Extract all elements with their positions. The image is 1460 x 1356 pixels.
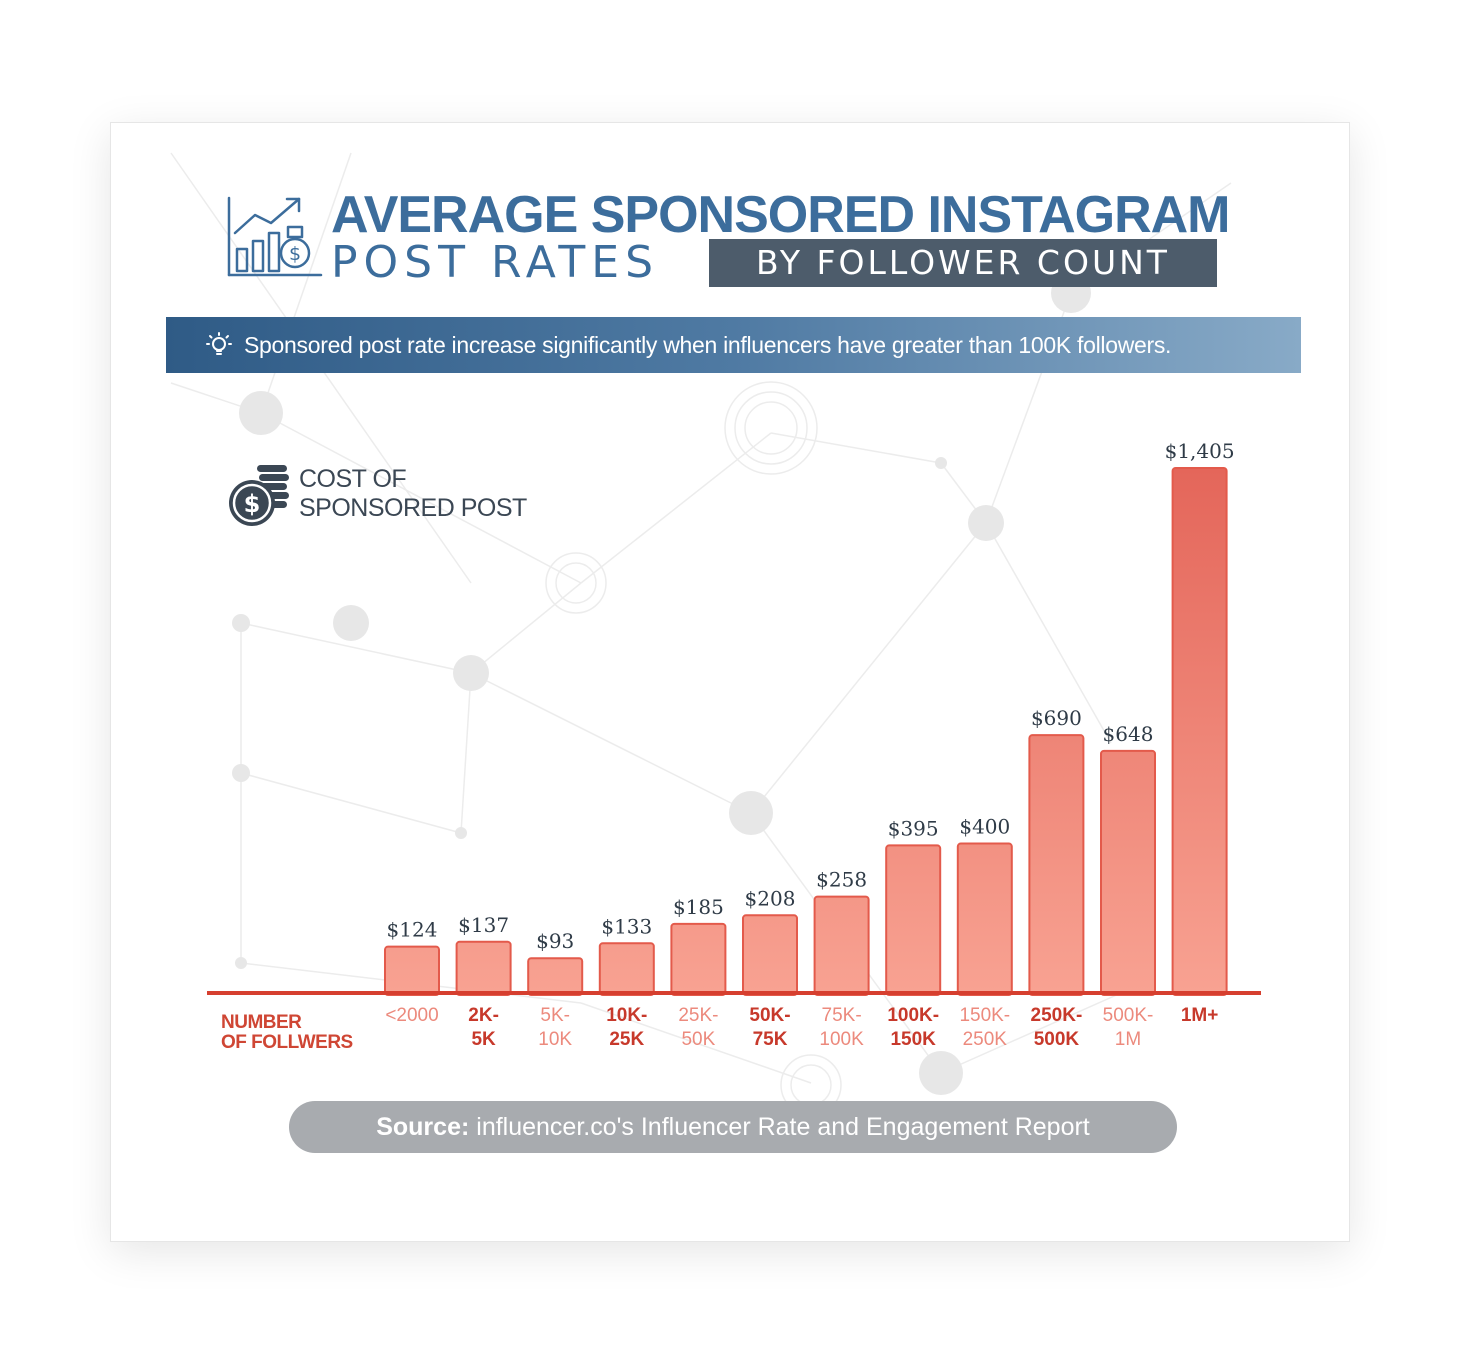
- category-label-2: 2K-5K: [468, 1005, 499, 1050]
- y-axis-label: COST OF SPONSORED POST: [299, 465, 589, 523]
- bar-value-label-5: $185: [673, 895, 724, 919]
- category-labels: <2000 2K-5K 5K-10K 10K-25K 25K-50K 50K-75K 75K…: [385, 1005, 1218, 1050]
- source-note: Source: influencer.co's Influencer Rate …: [289, 1101, 1177, 1153]
- category-label-9: 150K-250K: [959, 1005, 1010, 1050]
- svg-text:$: $: [244, 490, 261, 518]
- category-label-1: <2000: [385, 1005, 438, 1026]
- bar-value-label-3: $93: [536, 929, 574, 953]
- bar-value-label-8: $395: [888, 816, 939, 840]
- bar-4: [598, 942, 655, 996]
- network-background: [170, 152, 1232, 1116]
- source-text: influencer.co's Influencer Rate and Enga…: [476, 1113, 1090, 1141]
- bar-1: [384, 945, 440, 996]
- lightbulb-icon: [206, 332, 232, 355]
- bar-3: [527, 957, 584, 996]
- bar-12: [1171, 467, 1228, 996]
- bar-2: [455, 940, 512, 996]
- y-axis-label-line-1: COST OF: [299, 465, 407, 493]
- category-label-11: 500K-1M: [1103, 1005, 1154, 1050]
- dollar-coins-icon: $: [229, 465, 289, 526]
- insight-text: Sponsored post rate increase significant…: [244, 332, 1172, 358]
- title-line-2: POST RATES: [331, 237, 660, 288]
- bar-11: [1100, 749, 1156, 996]
- bar-value-label-12: $1,405: [1165, 439, 1235, 463]
- bar-value-label-10: $690: [1031, 706, 1082, 730]
- infographic-card: $ AVERAGE SPONSORED INSTAGRAM POST RATES…: [110, 122, 1350, 1242]
- x-axis-title-line-2: OF FOLLWERS: [221, 1032, 353, 1053]
- bar-5: [670, 922, 727, 996]
- category-label-6: 50K-75K: [749, 1005, 790, 1050]
- bar-value-label-9: $400: [959, 815, 1010, 839]
- category-label-8: 100K-150K: [887, 1005, 939, 1050]
- title-line-1: AVERAGE SPONSORED INSTAGRAM: [331, 186, 1230, 244]
- category-label-3: 5K-10K: [538, 1005, 572, 1050]
- bar-value-label-2: $137: [458, 913, 509, 937]
- x-axis-title-line-1: NUMBER: [221, 1012, 302, 1033]
- bar-value-label-6: $208: [745, 886, 796, 910]
- bar-value-label-11: $648: [1103, 722, 1154, 746]
- bar-6: [742, 914, 798, 997]
- bar-chart: $124 $137 $93 $133 $185 $208 $258 $395 $400 $690 $…: [207, 439, 1261, 1050]
- category-label-5: 25K-50K: [678, 1005, 718, 1050]
- category-label-7: 75K-100K: [819, 1005, 864, 1050]
- bar-value-label-4: $133: [601, 914, 652, 938]
- category-label-10: 250K-500K: [1031, 1005, 1083, 1050]
- chart-growth-dollar-icon: $: [227, 196, 323, 277]
- bar-10: [1028, 734, 1085, 997]
- source-label: Source:: [376, 1113, 470, 1141]
- category-label-4: 10K-25K: [606, 1005, 647, 1050]
- svg-text:$: $: [289, 243, 301, 265]
- bar-9: [956, 842, 1013, 996]
- bars: [384, 467, 1228, 997]
- value-labels: $124 $137 $93 $133 $185 $208 $258 $395 $400 $690 $…: [387, 439, 1235, 953]
- category-label-12: 1M+: [1181, 1005, 1219, 1026]
- x-axis-title: NUMBER OF FOLLWERS: [221, 1013, 381, 1053]
- bar-7: [813, 895, 870, 996]
- title-badge: BY FOLLOWER COUNT: [709, 239, 1217, 287]
- y-axis-label-line-2: SPONSORED POST: [299, 494, 527, 522]
- insight-banner: Sponsored post rate increase significant…: [166, 317, 1301, 373]
- bar-8: [885, 844, 942, 997]
- bar-value-label-7: $258: [816, 868, 867, 892]
- bar-value-label-1: $124: [387, 918, 438, 942]
